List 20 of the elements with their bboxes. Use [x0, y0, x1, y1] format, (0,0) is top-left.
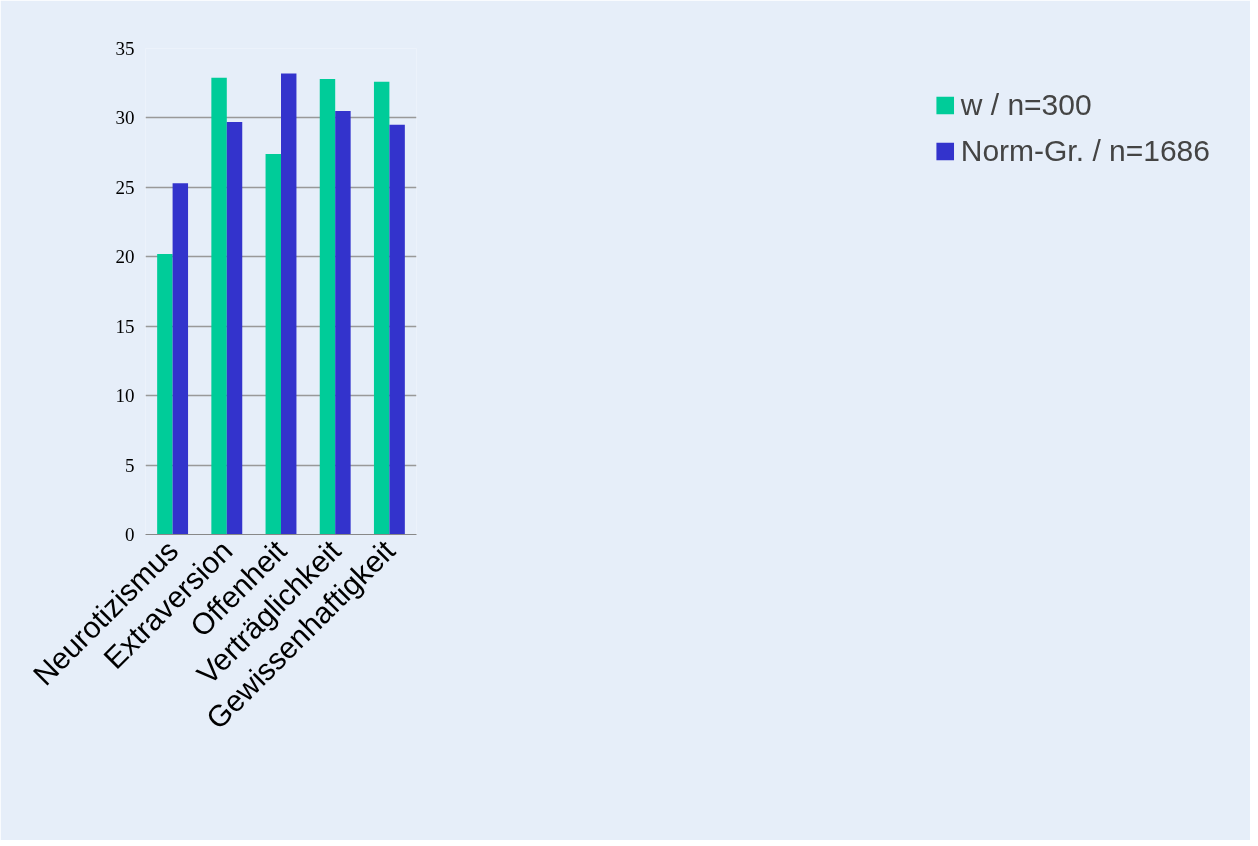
- y-tick-label: 0: [125, 524, 135, 545]
- bar: [389, 124, 405, 535]
- bar: [157, 254, 173, 535]
- legend-label: w / n=300: [960, 88, 1092, 122]
- legend-label: Norm-Gr. / n=1686: [960, 134, 1210, 168]
- bar: [265, 154, 281, 535]
- bar: [172, 183, 189, 535]
- bar: [373, 81, 390, 535]
- bar: [319, 79, 336, 535]
- bar: [226, 122, 243, 535]
- y-tick-label: 5: [125, 454, 135, 476]
- y-tick-label: 30: [115, 107, 135, 129]
- bar: [281, 73, 297, 535]
- bar: [211, 77, 227, 535]
- y-tick-label: 20: [115, 246, 135, 268]
- y-tick-label: 10: [115, 385, 135, 407]
- bar: [335, 110, 351, 535]
- y-tick-label: 25: [115, 176, 135, 198]
- y-tick-label: 15: [115, 315, 135, 337]
- y-tick-label: 35: [115, 38, 135, 59]
